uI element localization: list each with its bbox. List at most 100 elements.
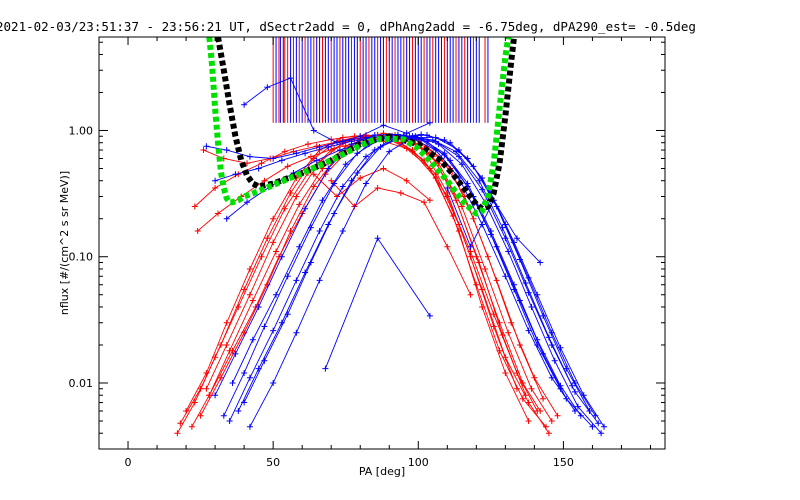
- blue-curve-point: [551, 357, 558, 364]
- axes: 0 50 100 150 0.01 0.10 1.00: [69, 37, 665, 469]
- blue-curve-point: [284, 311, 291, 318]
- red-curve-point: [403, 177, 410, 184]
- blue-curve-point: [293, 329, 300, 336]
- red-curve-point: [505, 329, 512, 336]
- red-curve-point: [183, 407, 190, 414]
- red-curve-point: [458, 203, 465, 210]
- blue-curve-point: [487, 231, 494, 238]
- red-curve-point: [328, 177, 335, 184]
- blue-curve-point: [502, 273, 509, 280]
- blue-curve-point: [249, 336, 256, 343]
- blue-curve-point: [377, 143, 384, 150]
- red-curve-point: [249, 297, 256, 304]
- blue-curve-point: [241, 399, 248, 406]
- red-curve-point: [444, 243, 451, 250]
- red-curve-point: [476, 259, 483, 266]
- red-curve-point: [499, 331, 506, 338]
- red-curve-point: [522, 392, 529, 399]
- blue-curve-point: [336, 147, 343, 154]
- x-tick-label: 100: [408, 456, 429, 469]
- red-curve-point: [357, 175, 364, 182]
- blue-curve-point: [316, 227, 323, 234]
- blue-curve-point: [232, 350, 239, 357]
- red-curve-point: [525, 399, 532, 406]
- blue-curve-point: [212, 392, 219, 399]
- blue-curve-point: [339, 227, 346, 234]
- blue-curve-point: [435, 141, 442, 148]
- chart-title: 2021-02-03/23:51:37 - 23:56:21 UT, dSect…: [0, 19, 696, 34]
- blue-curve-point: [331, 210, 338, 217]
- y-tick-label: 0.01: [69, 377, 94, 390]
- red-curve-line: [313, 167, 431, 201]
- blue-curve-point: [261, 357, 268, 364]
- blue-curve-line: [249, 137, 596, 427]
- red-curve-point: [409, 147, 416, 154]
- blue-curve-point: [212, 177, 219, 184]
- red-curve-point: [421, 199, 428, 206]
- blue-curve-point: [371, 147, 378, 154]
- x-tick-label: 0: [125, 456, 132, 469]
- red-curve-point: [554, 412, 561, 419]
- blue-curve-point: [403, 130, 410, 137]
- red-curve-point: [246, 291, 253, 298]
- blue-curve-point: [601, 423, 608, 430]
- blue-curve-point: [278, 319, 285, 326]
- blue-curve-point: [363, 180, 370, 187]
- red-curve-point: [426, 197, 433, 204]
- red-curve-point: [540, 395, 547, 402]
- red-curve-point: [177, 420, 184, 427]
- red-curve-point: [223, 319, 230, 326]
- blue-curve-point: [296, 243, 303, 250]
- blue-curve-point: [232, 171, 239, 178]
- red-curve-point: [534, 407, 541, 414]
- red-curve-point: [310, 183, 317, 190]
- red-curve-point: [380, 165, 387, 172]
- blue-curve-point: [363, 153, 370, 160]
- red-curve-point: [287, 189, 294, 196]
- red-curve-point: [264, 235, 271, 242]
- plot-marks: [174, 37, 608, 437]
- blue-curve-point: [444, 185, 451, 192]
- red-curve-point: [281, 205, 288, 212]
- red-curve-point: [304, 141, 311, 148]
- red-curve-point: [281, 148, 288, 155]
- blue-curve-point: [447, 139, 454, 146]
- blue-curve-point: [278, 157, 285, 164]
- red-curve-point: [374, 185, 381, 192]
- blue-curve-point: [572, 379, 579, 386]
- blue-curve-point: [287, 75, 294, 82]
- blue-curve-point: [572, 407, 579, 414]
- blue-curve-point: [386, 148, 393, 155]
- red-curve-point: [258, 253, 265, 260]
- blue-curve-point: [432, 134, 439, 141]
- red-curve-point: [203, 385, 210, 392]
- blue-curve-line: [324, 237, 431, 369]
- blue-curve-point: [412, 133, 419, 140]
- red-curve-point: [174, 430, 181, 437]
- red-curve-point: [490, 323, 497, 330]
- red-curve-point: [200, 147, 207, 154]
- red-curve-point: [467, 291, 474, 298]
- blue-curve-line: [206, 135, 576, 412]
- blue-curve-point: [293, 277, 300, 284]
- blue-curve-point: [357, 133, 364, 140]
- blue-curve-point: [595, 420, 602, 427]
- blue-curve-point: [545, 334, 552, 341]
- y-axis-label: nflux [#/(cm^2 s sr MeV)]: [58, 171, 71, 315]
- blue-curve-point: [479, 175, 486, 182]
- blue-curve-point: [293, 150, 300, 157]
- red-curve-point: [270, 215, 277, 222]
- red-curve-point: [531, 374, 538, 381]
- blue-curve-point: [270, 327, 277, 334]
- blue-curve-point: [557, 385, 564, 392]
- red-curve-point: [191, 203, 198, 210]
- red-curve-point: [229, 347, 236, 354]
- red-curve-point: [397, 189, 404, 196]
- red-curve-point: [519, 395, 526, 402]
- red-curve-point: [467, 253, 474, 260]
- blue-curve-point: [229, 379, 236, 386]
- blue-curve-point: [470, 163, 477, 170]
- blue-curve-point: [513, 235, 520, 242]
- blue-curve-point: [203, 143, 210, 150]
- red-curve-point: [235, 303, 242, 310]
